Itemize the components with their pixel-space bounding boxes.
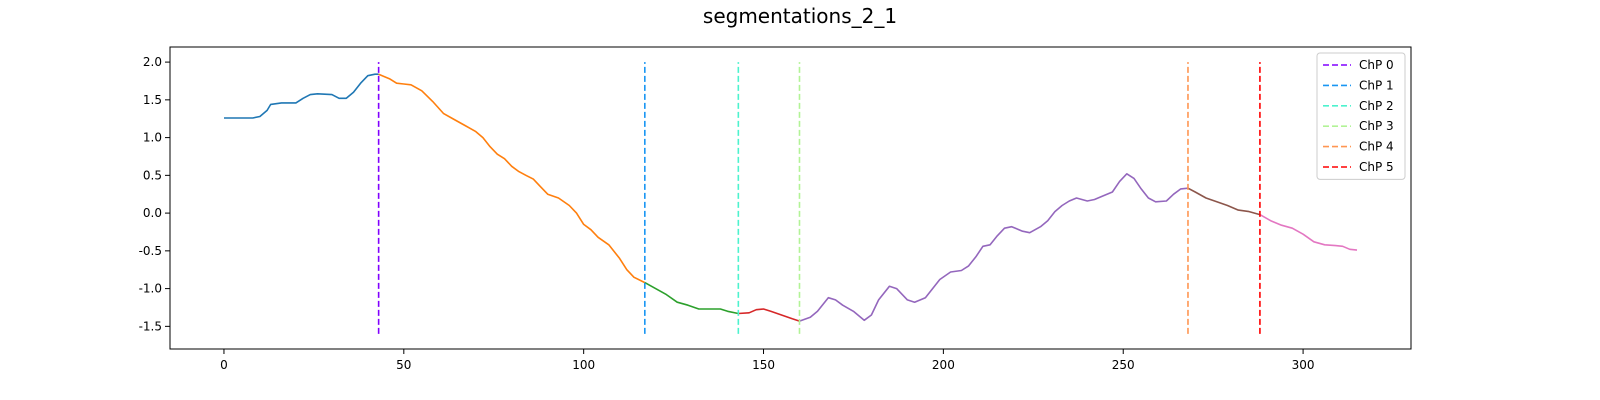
y-tick-label: 1.0	[143, 131, 162, 145]
series-segment-6	[1259, 213, 1358, 251]
y-tick-label: 0.5	[143, 168, 162, 182]
series-segment-2	[644, 281, 739, 315]
series-segment-0	[224, 73, 379, 119]
y-tick-label: 2.0	[143, 55, 162, 69]
series-segment-5	[1187, 187, 1261, 216]
y-tick-label: 0.0	[143, 206, 162, 220]
x-tick-label: 200	[932, 358, 955, 372]
plot-frame	[169, 46, 1412, 350]
legend: ChP 0 ChP 1 ChP 2 ChP 3 ChP 4 ChP 5	[1316, 52, 1406, 180]
legend-label-4: ChP 4	[1359, 140, 1394, 154]
legend-label-2: ChP 2	[1359, 99, 1394, 113]
series-segment-3	[738, 308, 800, 322]
series-layer	[224, 73, 1358, 322]
x-tick-label: 150	[752, 358, 775, 372]
y-tick-label: -1.0	[139, 282, 162, 296]
chart-title: segmentations_2_1	[702, 4, 898, 28]
legend-label-3: ChP 3	[1359, 119, 1394, 133]
x-tick-label: 100	[572, 358, 595, 372]
legend-label-5: ChP 5	[1359, 160, 1394, 174]
series-segment-1	[378, 73, 646, 284]
x-tick-label: 50	[396, 358, 411, 372]
x-axis: 0 50 100 150 200 250 300	[220, 349, 1315, 372]
x-tick-label: 250	[1112, 358, 1135, 372]
legend-label-1: ChP 1	[1359, 78, 1394, 92]
x-tick-label: 300	[1292, 358, 1315, 372]
legend-label-0: ChP 0	[1359, 58, 1394, 72]
x-tick-label: 0	[220, 358, 228, 372]
changepoint-layer	[377, 62, 1261, 334]
y-axis: -1.5 -1.0 -0.5 0.0 0.5 1.0 1.5 2.0	[139, 55, 170, 333]
series-segment-4	[799, 173, 1189, 322]
y-tick-label: 1.5	[143, 93, 162, 107]
y-tick-label: -0.5	[139, 244, 162, 258]
y-tick-label: -1.5	[139, 319, 162, 333]
legend-box	[1316, 52, 1406, 180]
